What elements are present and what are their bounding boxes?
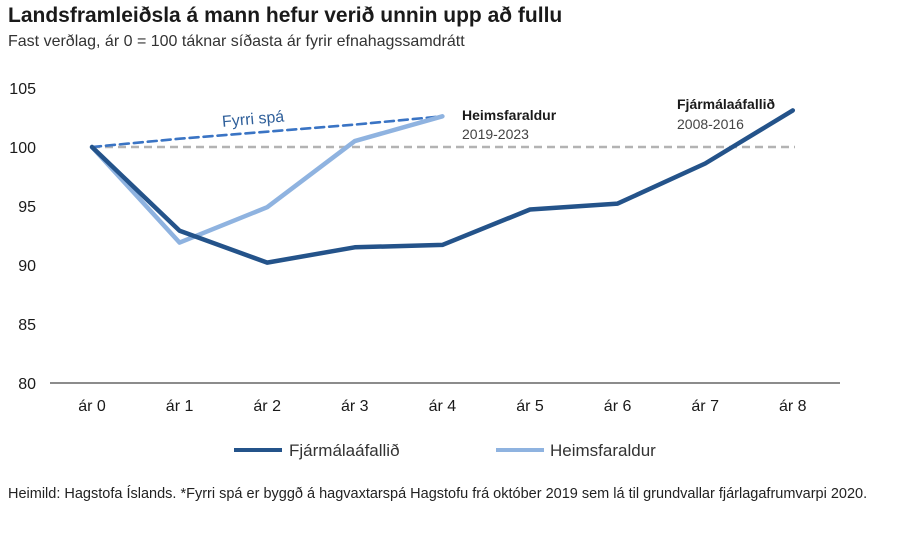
x-tick-label: ár 4	[429, 398, 457, 415]
y-tick-label: 90	[18, 258, 36, 275]
y-tick-label: 80	[18, 376, 36, 393]
y-tick-label: 95	[18, 199, 36, 216]
x-tick-label: ár 7	[691, 398, 719, 415]
y-tick-label: 100	[9, 140, 36, 157]
x-tick-label: ár 1	[166, 398, 194, 415]
x-tick-label: ár 6	[604, 398, 632, 415]
covid-annotation-years: 2019-2023	[462, 126, 529, 142]
series-group	[89, 108, 796, 265]
x-axis: ár 0 ár 1 ár 2 ár 3 ár 4 ár 5 ár 6 ár 7 ár 8	[78, 398, 806, 415]
x-tick-label: ár 5	[516, 398, 544, 415]
y-axis: 80 85 90 95 100 105	[9, 81, 36, 393]
series-line-pandemic	[89, 114, 445, 245]
forecast-annotation: Fyrri spá	[221, 108, 285, 130]
covid-annotation-title: Heimsfaraldur	[462, 107, 557, 123]
legend: Fjármálaáfallið Heimsfaraldur	[234, 441, 656, 460]
chart-subtitle: Fast verðlag, ár 0 = 100 táknar síðasta …	[8, 33, 465, 50]
x-tick-label: ár 0	[78, 398, 106, 415]
crisis-annotation-title: Fjármálaáfallið	[677, 96, 775, 112]
chart-title: Landsframleiðsla á mann hefur verið unni…	[8, 4, 563, 27]
legend-label-crisis: Fjármálaáfallið	[289, 441, 400, 460]
source-note: Heimild: Hagstofa Íslands. *Fyrri spá er…	[8, 486, 868, 502]
y-tick-label: 105	[9, 81, 36, 98]
x-tick-label: ár 2	[253, 398, 281, 415]
x-tick-label: ár 3	[341, 398, 369, 415]
series-line-crisis	[89, 108, 796, 265]
x-tick-label: ár 8	[779, 398, 807, 415]
y-tick-label: 85	[18, 317, 36, 334]
legend-label-pandemic: Heimsfaraldur	[550, 441, 656, 460]
crisis-annotation-years: 2008-2016	[677, 116, 744, 132]
